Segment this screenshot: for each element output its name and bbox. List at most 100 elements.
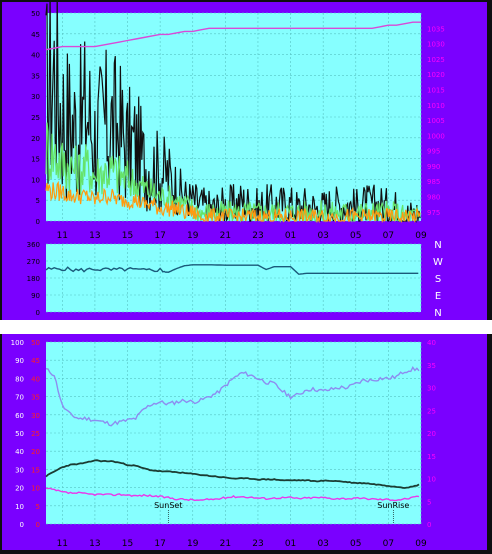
wind-gust-line xyxy=(45,0,421,223)
temp-x-tick-label: 11 xyxy=(57,539,68,549)
wind-y-tick-label: 50 xyxy=(31,10,40,18)
sun-event-label: SunSet xyxy=(154,501,182,510)
rainfall-y-tick-label: 5 xyxy=(36,503,40,511)
wind-x-tick-label: 11 xyxy=(57,231,68,241)
humidity-y-tick-label: 40 xyxy=(15,448,24,456)
wind-y-tick-label: 40 xyxy=(31,52,40,60)
pressure-y-tick-label: 995 xyxy=(427,148,440,156)
humidity-y-tick-label: 80 xyxy=(15,375,24,383)
temperature-y-tick-label: 30 xyxy=(427,385,436,393)
temperature-y-tick-label: 5 xyxy=(427,498,431,506)
pressure-y-tick-label: 1005 xyxy=(427,117,445,125)
rainfall-y-tick-label: 45 xyxy=(31,357,40,365)
compass-label: W xyxy=(433,257,443,268)
humidity-y-tick-label: 30 xyxy=(15,466,24,474)
wind-y-tick-label: 20 xyxy=(31,135,40,143)
pressure-y-tick-label: 1000 xyxy=(427,132,445,140)
temp-x-tick-label: 03 xyxy=(317,539,328,549)
pressure-y-tick-label: 1020 xyxy=(427,71,445,79)
temp-x-tick-label: 15 xyxy=(122,539,133,549)
dewpoint-line xyxy=(45,487,420,502)
rainfall-y-tick-label: 0 xyxy=(36,521,40,529)
lower-header-strip xyxy=(0,320,492,334)
pressure-y-tick-label: 1030 xyxy=(427,41,445,49)
wind-y-tick-label: 10 xyxy=(31,176,40,184)
wind-y-tick-label: 0 xyxy=(36,218,40,226)
rainfall-y-tick-label: 15 xyxy=(31,466,40,474)
wind-x-tick-label: 07 xyxy=(383,231,394,241)
wind-y-tick-label: 5 xyxy=(36,197,40,205)
compass-label: S xyxy=(435,274,441,285)
pressure-y-tick-label: 1035 xyxy=(427,25,445,33)
direction-y-tick-label: 360 xyxy=(27,241,40,249)
wind-x-tick-label: 05 xyxy=(350,231,361,241)
direction-y-tick-label: 0 xyxy=(36,309,40,317)
sun-event-label: SunRise xyxy=(377,501,409,510)
temperature-y-tick-label: 35 xyxy=(427,362,436,370)
rainfall-y-tick-label: 35 xyxy=(31,394,40,402)
temp-x-tick-label: 07 xyxy=(383,539,394,549)
humidity-y-tick-label: 90 xyxy=(15,357,24,365)
pressure-y-tick-label: 990 xyxy=(427,163,440,171)
pressure-y-tick-label: 980 xyxy=(427,194,440,202)
wind-y-tick-label: 30 xyxy=(31,93,40,101)
temperature-y-tick-label: 10 xyxy=(427,476,436,484)
rainfall-y-tick-label: 20 xyxy=(31,448,40,456)
rainfall-y-tick-label: 40 xyxy=(31,375,40,383)
compass-label: N xyxy=(434,308,441,319)
wind-direction-line xyxy=(45,264,419,275)
compass-label: E xyxy=(435,291,441,302)
pressure-y-tick-label: 975 xyxy=(427,209,440,217)
rainfall-y-tick-label: 10 xyxy=(31,485,40,493)
direction-y-tick-label: 270 xyxy=(27,258,40,266)
temperature-y-tick-label: 25 xyxy=(427,407,436,415)
humidity-y-tick-label: 60 xyxy=(15,412,24,420)
wind-x-tick-label: 21 xyxy=(220,231,231,241)
humidity-y-tick-label: 0 xyxy=(20,521,24,529)
temp-x-tick-label: 21 xyxy=(220,539,231,549)
pressure-line xyxy=(45,21,421,51)
wind-x-tick-label: 09 xyxy=(415,231,427,241)
wind-y-tick-label: 45 xyxy=(31,31,40,39)
humidity-y-tick-label: 100 xyxy=(11,339,24,347)
humidity-y-tick-label: 20 xyxy=(15,485,24,493)
temp-x-tick-label: 09 xyxy=(415,539,427,549)
temp-x-tick-label: 13 xyxy=(89,539,100,549)
rainfall-y-tick-label: 50 xyxy=(31,339,40,347)
wind-y-tick-label: 25 xyxy=(31,114,40,122)
pressure-y-tick-label: 1025 xyxy=(427,56,445,64)
temp-x-tick-label: 01 xyxy=(285,539,296,549)
wind-x-tick-label: 19 xyxy=(187,231,199,241)
direction-y-tick-label: 180 xyxy=(27,275,40,283)
rainfall-y-tick-label: 25 xyxy=(31,430,40,438)
wind-x-tick-label: 03 xyxy=(317,231,328,241)
temperature-y-tick-label: 20 xyxy=(427,430,436,438)
wind-x-tick-label: 17 xyxy=(154,231,165,241)
temp-x-tick-label: 17 xyxy=(154,539,165,549)
pressure-y-tick-label: 1010 xyxy=(427,102,445,110)
temperature-line xyxy=(45,459,420,489)
wind-x-tick-label: 01 xyxy=(285,231,296,241)
temp-x-tick-label: 05 xyxy=(350,539,361,549)
wind-y-tick-label: 35 xyxy=(31,72,40,80)
wind-x-tick-label: 13 xyxy=(89,231,100,241)
temperature-y-tick-label: 0 xyxy=(427,521,431,529)
pressure-y-tick-label: 985 xyxy=(427,178,440,186)
wind-x-tick-label: 15 xyxy=(122,231,133,241)
humidity-y-tick-label: 70 xyxy=(15,394,24,402)
wind-y-tick-label: 15 xyxy=(31,156,40,164)
temperature-y-tick-label: 40 xyxy=(427,339,436,347)
humidity-y-tick-label: 10 xyxy=(15,503,24,511)
humidity-line xyxy=(45,366,420,427)
wind-x-tick-label: 23 xyxy=(252,231,263,241)
humidity-y-tick-label: 50 xyxy=(15,430,24,438)
temp-x-tick-label: 19 xyxy=(187,539,199,549)
temperature-y-tick-label: 15 xyxy=(427,453,436,461)
pressure-y-tick-label: 1015 xyxy=(427,86,445,94)
compass-label: N xyxy=(434,240,441,251)
direction-y-tick-label: 90 xyxy=(31,292,40,300)
wind-low-line xyxy=(45,180,421,224)
temp-x-tick-label: 23 xyxy=(252,539,263,549)
rainfall-y-tick-label: 30 xyxy=(31,412,40,420)
